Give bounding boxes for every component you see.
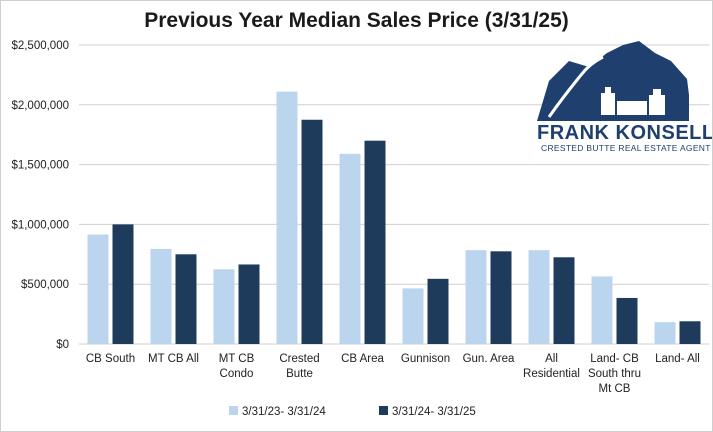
brand-name: FRANK KONSELLA (537, 122, 712, 144)
bar-series-1 (465, 250, 487, 344)
chart-title: Previous Year Median Sales Price (3/31/2… (144, 9, 569, 32)
x-tick-label: Land- All (655, 353, 700, 365)
x-tick-label: MT CB All (148, 353, 199, 365)
y-tick-label: $1,500,000 (11, 160, 69, 172)
x-tick-label: Gun. Area (463, 353, 515, 365)
bar-series-2 (112, 224, 134, 344)
bar-series-2 (553, 257, 575, 344)
bar-series-2 (175, 254, 197, 344)
brand-tagline: CRESTED BUTTE REAL ESTATE AGENT (541, 143, 711, 153)
y-tick-label: $1,000,000 (11, 219, 69, 231)
bar-series-2 (490, 251, 512, 344)
bar-series-2 (301, 119, 323, 344)
x-tick-label: Land- CB South thru Mt CB (588, 353, 641, 395)
road-icon (547, 55, 604, 118)
bar-series-1 (150, 248, 172, 344)
legend-swatch-series-2 (379, 406, 388, 415)
bar-series-1 (339, 153, 361, 344)
y-tick-label: $500,000 (21, 279, 69, 291)
bar-series-1 (276, 91, 298, 344)
legend-label: 3/31/23- 3/31/24 (242, 406, 326, 418)
bar-series-2 (427, 278, 449, 344)
x-tick-label: CB South (86, 353, 135, 365)
y-tick-label: $2,500,000 (11, 40, 69, 52)
bar-series-1 (591, 276, 613, 344)
bar-series-1 (654, 322, 676, 344)
bar-series-1 (528, 250, 550, 344)
x-tick-label: MT CB Condo (219, 353, 255, 380)
bar-series-1 (213, 269, 235, 344)
x-tick-label: Crested Butte (279, 353, 319, 380)
building-icon (601, 87, 665, 115)
bar-series-2 (238, 264, 260, 344)
x-tick-label: CB Area (341, 353, 384, 365)
legend-label: 3/31/24- 3/31/25 (392, 406, 476, 418)
bar-series-1 (402, 288, 424, 344)
bar-series-1 (87, 234, 109, 344)
x-tick-label: Gunnison (401, 353, 450, 365)
y-tick-label: $2,000,000 (11, 100, 69, 112)
x-tick-label: All Residential (523, 353, 580, 380)
bar-series-2 (616, 297, 638, 344)
y-tick-label: $0 (56, 339, 69, 351)
bar-series-2 (679, 321, 701, 344)
brand-logo: FRANK KONSELLA CRESTED BUTTE REAL ESTATE… (537, 41, 712, 153)
bar-series-2 (364, 140, 386, 344)
legend-swatch-series-1 (229, 406, 238, 415)
